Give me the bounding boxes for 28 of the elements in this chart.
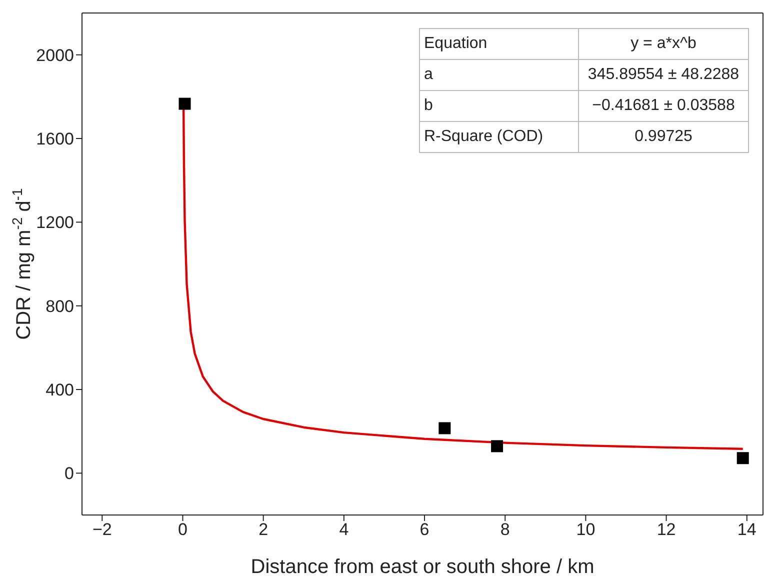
annotation: 0.99725	[578, 122, 748, 152]
point	[178, 98, 191, 110]
x-tick-label: 10	[576, 520, 596, 540]
y-tick-label: 2000	[36, 46, 74, 65]
y-tick-label: 1200	[36, 213, 74, 232]
x-tick-label: 8	[500, 520, 510, 540]
x-axis-title: Distance from east or south shore / km	[250, 556, 594, 578]
x-tick-label: 2	[258, 520, 268, 540]
x-tick-label: 0	[178, 520, 188, 540]
annotation: R-Square (COD)	[420, 122, 578, 152]
x-tick-label: 6	[420, 520, 430, 540]
x-tick-label: 4	[339, 520, 349, 540]
annotation: 345.89554 ± 48.2288	[578, 60, 748, 90]
annotation: b	[420, 90, 578, 122]
y-tick-label: 800	[46, 296, 74, 316]
x-tick-label: −2	[92, 520, 112, 540]
point	[438, 422, 451, 434]
y-tick-label: 400	[46, 380, 74, 400]
annotation: y = a*x^b	[578, 28, 748, 60]
point	[736, 452, 749, 464]
y-tick-label: 0	[64, 464, 74, 484]
annotation: a	[420, 60, 578, 90]
x-tick-label: 14	[737, 520, 756, 540]
annotation: Equation	[420, 28, 578, 60]
x-tick-label: 12	[656, 520, 676, 540]
y-tick-label: 1600	[36, 130, 74, 149]
point	[491, 440, 504, 452]
annotation: −0.41681 ± 0.03588	[578, 90, 748, 122]
